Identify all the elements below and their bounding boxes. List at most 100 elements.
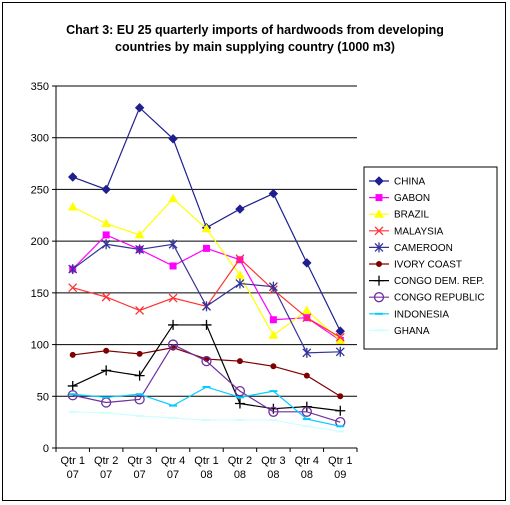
legend-label-congo-dem-rep: CONGO DEM. REP. <box>394 276 484 287</box>
data-point-congo-dem-rep <box>335 405 346 416</box>
data-point-cameroon <box>335 346 345 357</box>
y-tick-label: 200 <box>31 236 49 248</box>
data-point-cameroon <box>302 347 312 358</box>
data-point-gabon <box>169 262 177 270</box>
data-point-congo-dem-rep <box>301 401 312 412</box>
legend-label-brazil: BRAZIL <box>394 210 429 221</box>
legend-marker-china <box>374 176 384 186</box>
data-point-gabon <box>102 231 110 239</box>
data-point-china <box>268 188 279 199</box>
data-point-brazil <box>201 223 212 233</box>
series-line-china <box>72 106 341 332</box>
series-line-brazil <box>72 197 341 341</box>
y-tick-label: 150 <box>31 288 49 300</box>
x-tick-label: Qtr 1 <box>60 455 84 467</box>
data-point-china <box>302 258 312 268</box>
data-point-cameroon <box>168 239 178 250</box>
data-point-china <box>235 204 245 214</box>
legend-marker-gabon <box>375 194 383 202</box>
data-point-china <box>101 184 111 195</box>
x-tick-label: Qtr 2 <box>94 455 118 467</box>
x-tick-label-year: 07 <box>167 469 179 481</box>
legend-marker-cameroon <box>374 242 384 253</box>
data-point-malaysia <box>101 292 111 302</box>
data-point-brazil <box>134 229 145 239</box>
legend-label-malaysia: MALAYSIA <box>394 226 444 237</box>
data-point-congo-dem-rep <box>168 319 179 330</box>
chart-title-line-1: Chart 3: EU 25 quarterly imports of hard… <box>66 23 444 37</box>
data-point-china <box>168 134 178 144</box>
x-tick-label-year: 07 <box>67 469 79 481</box>
legend-label-china: CHINA <box>394 177 425 188</box>
x-tick-label: Qtr 4 <box>161 455 185 467</box>
y-tick-label: 350 <box>31 81 49 93</box>
series-line-cameroon <box>72 243 341 354</box>
data-point-cameroon <box>101 239 111 250</box>
data-point-brazil <box>101 218 112 228</box>
x-tick-label-year: 08 <box>234 469 246 481</box>
data-point-brazil <box>235 270 245 279</box>
x-tick-label-year: 08 <box>200 469 212 481</box>
data-point-ivory-coast <box>103 347 110 354</box>
series-line-congo-republic <box>72 343 341 423</box>
data-point-cameroon <box>202 301 211 312</box>
data-point-cameroon <box>235 278 245 289</box>
x-tick-label: Qtr 1 <box>194 455 218 467</box>
y-tick-label: 0 <box>43 443 49 455</box>
data-point-congo-dem-rep <box>201 319 212 330</box>
legend: CHINA GABON BRAZIL MALAYSIA CAMEROON IVORY CO… <box>363 166 498 350</box>
x-tick-label: Qtr 2 <box>228 455 252 467</box>
data-point-ivory-coast <box>69 351 76 358</box>
legend-label-indonesia: INDONESIA <box>394 309 449 320</box>
chart-title: Chart 3: EU 25 quarterly imports of hard… <box>0 22 510 56</box>
data-point-malaysia <box>68 283 78 293</box>
data-point-brazil <box>67 202 78 211</box>
data-point-congo-republic <box>67 390 78 401</box>
y-tick-label: 250 <box>31 184 49 196</box>
x-tick-label: Qtr 3 <box>261 455 285 467</box>
data-point-congo-republic <box>301 406 312 417</box>
chart-title-line-2: countries by main supplying country (100… <box>115 40 395 54</box>
legend-marker-malaysia <box>374 226 384 236</box>
data-point-congo-republic <box>167 339 179 350</box>
data-point-malaysia <box>335 332 345 342</box>
data-point-gabon <box>203 244 210 252</box>
data-point-congo-republic <box>201 355 212 367</box>
data-point-cameroon <box>68 264 78 275</box>
data-point-malaysia <box>168 293 178 303</box>
data-point-brazil <box>168 193 178 203</box>
data-point-ivory-coast <box>303 372 310 379</box>
data-point-congo-dem-rep <box>67 380 78 391</box>
data-point-malaysia <box>235 254 245 264</box>
legend-label-congo-republic: CONGO REPUBLIC <box>394 293 485 304</box>
legend-label-gabon: GABON <box>394 193 430 204</box>
data-point-congo-republic <box>268 406 279 417</box>
data-point-congo-dem-rep <box>134 370 145 381</box>
data-point-ivory-coast <box>337 393 344 400</box>
legend-marker-ivory-coast <box>376 261 382 267</box>
data-point-ivory-coast <box>236 358 243 365</box>
data-point-congo-dem-rep <box>234 398 245 409</box>
x-tick-label-year: 07 <box>100 469 112 481</box>
data-point-congo-republic <box>234 385 246 397</box>
legend-label-ivory-coast: IVORY COAST <box>394 260 462 271</box>
data-point-china <box>134 103 145 113</box>
plot-area: 0 50 100 150 200 250 300 350 Qtr 1 07 Qtr 2 07 Qtr 3… <box>31 81 358 481</box>
data-point-china <box>335 326 345 336</box>
data-point-brazil <box>301 305 312 314</box>
data-point-brazil <box>268 330 279 339</box>
data-point-ivory-coast <box>136 350 143 357</box>
legend-marker-congo-dem-rep <box>374 275 384 286</box>
y-tick-label: 300 <box>31 133 49 145</box>
data-point-cameroon <box>135 244 145 255</box>
series-line-congo-dem-rep <box>72 324 341 412</box>
legend-box <box>363 166 498 350</box>
x-tick-label: Qtr 4 <box>295 455 319 467</box>
data-point-malaysia <box>135 305 145 315</box>
y-tick-label: 50 <box>37 391 49 403</box>
x-tick-label: Qtr 1 <box>328 455 352 467</box>
legend-marker-brazil <box>374 209 384 218</box>
x-tick-label-year: 08 <box>267 469 279 481</box>
x-tick-label: Qtr 3 <box>127 455 151 467</box>
legend-label-ghana: GHANA <box>394 326 430 337</box>
